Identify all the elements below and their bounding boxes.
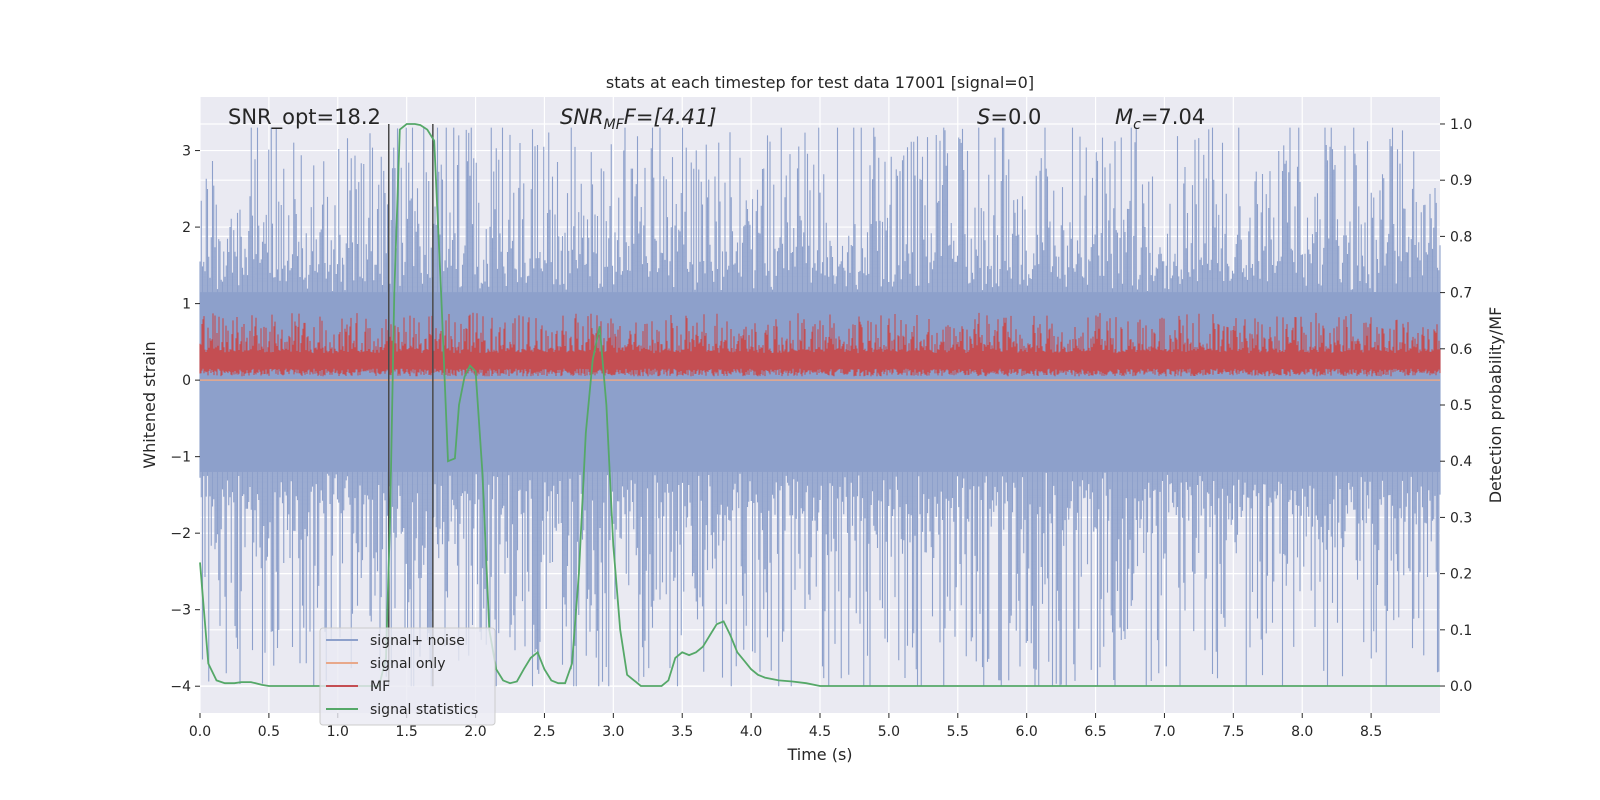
y2-axis-label: Detection probability/MF	[1486, 307, 1505, 504]
x-tick-label: 0.0	[189, 724, 211, 740]
x-tick-label: 8.0	[1291, 724, 1313, 740]
y2-tick-label: 0.8	[1450, 229, 1472, 245]
x-axis-label: Time (s)	[786, 745, 852, 764]
x-tick-label: 1.0	[327, 724, 349, 740]
annotation-mc: Mc=7.04	[1115, 105, 1205, 133]
legend-label-signal-only: signal only	[370, 656, 445, 672]
x-tick-label: 0.5	[258, 724, 280, 740]
legend: signal+ noise signal only MF signal stat…	[319, 627, 496, 726]
y2-tick-label: 0.4	[1450, 454, 1472, 470]
y2-tick-label: 0.0	[1450, 679, 1472, 695]
x-tick-label: 6.5	[1084, 724, 1106, 740]
legend-box	[319, 627, 496, 726]
y2-tick-label: 0.5	[1450, 398, 1472, 414]
y-tick-label: −2	[170, 526, 191, 542]
y-tick-label: −1	[170, 450, 191, 466]
y-tick-label: −3	[170, 603, 191, 619]
y2-tick-label: 0.3	[1450, 510, 1472, 526]
chart-title: stats at each timestep for test data 170…	[606, 73, 1034, 92]
y2-tick-label: 0.7	[1450, 286, 1472, 302]
series-mf	[199, 312, 1441, 377]
x-tick-label: 7.0	[1153, 724, 1175, 740]
x-tick-label: 2.5	[533, 724, 555, 740]
legend-label-signal-noise: signal+ noise	[370, 633, 465, 649]
x-tick-label: 6.0	[1016, 724, 1038, 740]
x-tick-label: 5.5	[947, 724, 969, 740]
annotation-snr-mf: SNRMFF=[4.41]	[560, 105, 717, 133]
y-tick-label: 2	[182, 220, 191, 236]
x-tick-label: 4.0	[740, 724, 762, 740]
x-tick-label: 5.0	[878, 724, 900, 740]
y2-tick-label: 1.0	[1450, 117, 1472, 133]
x-tick-label: 2.0	[464, 724, 486, 740]
annotation-s: S=0.0	[977, 105, 1041, 129]
x-tick-label: 7.5	[1222, 724, 1244, 740]
x-tick-label: 8.5	[1360, 724, 1382, 740]
legend-label-signal-statistics: signal statistics	[370, 702, 478, 718]
x-tick-label: 1.5	[396, 724, 418, 740]
y2-tick-label: 0.6	[1450, 342, 1472, 358]
mf-strokes	[199, 312, 1441, 377]
y2-tick-label: 0.2	[1450, 567, 1472, 583]
y2-tick-label: 0.9	[1450, 173, 1472, 189]
annotation-snr-opt: SNR_opt=18.2	[228, 105, 381, 130]
axis-ticks: 0.0 0.5 1.0 1.5 2.0 2.5 3.0 3.5 4.0 4.5 5.0 5.5 6.0 6…	[170, 117, 1472, 740]
x-tick-label: 3.0	[602, 724, 624, 740]
legend-label-mf: MF	[370, 679, 390, 695]
x-tick-label: 4.5	[809, 724, 831, 740]
y-axis-label: Whitened strain	[140, 341, 159, 468]
y-tick-label: 3	[182, 144, 191, 160]
y-tick-label: 0	[182, 373, 191, 389]
y-tick-label: 1	[182, 297, 191, 313]
y-tick-label: −4	[170, 679, 191, 695]
x-tick-label: 3.5	[671, 724, 693, 740]
y2-tick-label: 0.1	[1450, 623, 1472, 639]
